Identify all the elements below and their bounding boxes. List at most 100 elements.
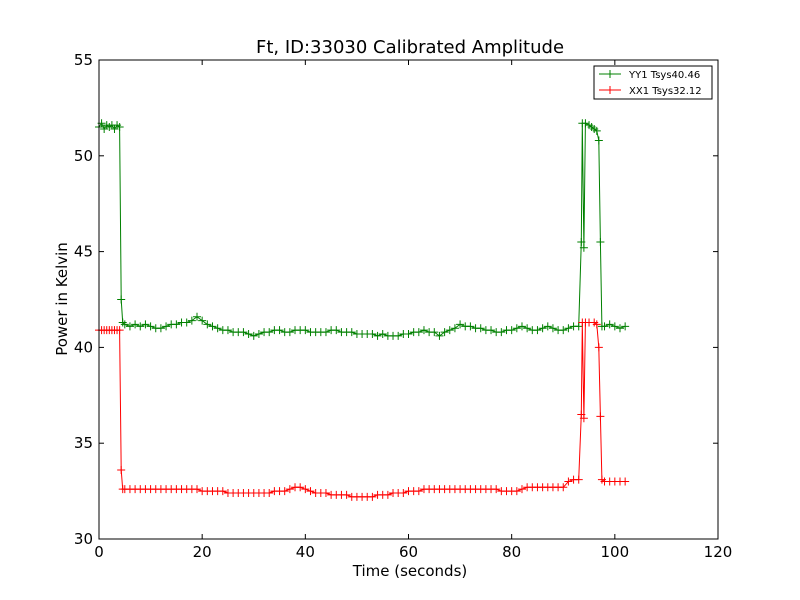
data-point [285, 485, 294, 494]
data-point [378, 329, 387, 338]
x-tick-label: 120 [704, 543, 733, 561]
data-point [280, 487, 289, 496]
y-tick-label: 50 [74, 147, 93, 165]
data-point [564, 324, 573, 333]
data-point [296, 483, 305, 492]
data-point [592, 126, 601, 135]
data-point [450, 324, 459, 333]
data-point [596, 238, 605, 247]
data-point [548, 324, 557, 333]
data-point [581, 119, 590, 128]
data-point [596, 412, 605, 421]
data-point [507, 326, 516, 335]
chart-title: Ft, ID:33030 Calibrated Amplitude [256, 37, 564, 58]
data-point [368, 492, 377, 501]
data-point [120, 320, 129, 329]
x-tick-label: 40 [296, 543, 315, 561]
data-point [430, 328, 439, 337]
y-tick-label: 45 [74, 243, 93, 261]
y-tick-label: 30 [74, 530, 93, 548]
series-1 [95, 318, 630, 501]
data-point [275, 326, 284, 335]
data-point [347, 328, 356, 337]
data-point [193, 485, 202, 494]
data-point [404, 329, 413, 338]
data-point [162, 322, 171, 331]
data-point [615, 324, 624, 333]
x-tick-label: 20 [193, 543, 212, 561]
data-point [399, 489, 408, 498]
plot-content [95, 119, 630, 501]
data-point [203, 320, 212, 329]
legend-swatch-marker [606, 86, 614, 94]
data-point [600, 322, 609, 331]
data-point [394, 331, 403, 340]
y-tick-label: 40 [74, 338, 93, 356]
data-point [577, 238, 586, 247]
data-point [332, 326, 341, 335]
y-axis-label: Power in Kelvin [53, 242, 71, 356]
data-point [414, 487, 423, 496]
data-point [117, 295, 126, 304]
data-point [523, 324, 532, 333]
data-point [146, 322, 155, 331]
data-point [136, 322, 145, 331]
data-point [265, 489, 274, 498]
data-point [373, 331, 382, 340]
data-point [492, 485, 501, 494]
data-point [383, 490, 392, 499]
data-point [533, 326, 542, 335]
data-point [419, 326, 428, 335]
data-point [512, 324, 521, 333]
data-point [115, 123, 124, 132]
data-point [368, 329, 377, 338]
data-point [306, 487, 315, 496]
data-point [574, 475, 583, 484]
data-point [285, 328, 294, 337]
data-point [564, 477, 573, 486]
data-point [198, 316, 207, 325]
data-point [239, 328, 248, 337]
data-point [487, 326, 496, 335]
data-point [223, 326, 232, 335]
data-point [265, 328, 274, 337]
data-point [543, 322, 552, 331]
x-tick-label: 100 [601, 543, 630, 561]
x-axis-label: Time (seconds) [352, 562, 468, 580]
legend-box [593, 65, 713, 100]
data-point [605, 320, 614, 329]
data-point [512, 487, 521, 496]
data-point [456, 320, 465, 329]
data-point [592, 320, 601, 329]
data-point [208, 322, 217, 331]
data-point [193, 312, 202, 321]
data-point [156, 324, 165, 333]
data-point [141, 320, 150, 329]
data-point [621, 322, 630, 331]
x-tick-label: 80 [502, 543, 521, 561]
data-point [517, 322, 526, 331]
data-point [187, 316, 196, 325]
data-point [579, 414, 588, 423]
data-point [579, 243, 588, 252]
x-tick-label: 0 [94, 543, 104, 561]
series-0 [95, 119, 630, 340]
data-point [118, 318, 127, 327]
data-point [117, 466, 126, 475]
data-point [538, 324, 547, 333]
data-point [594, 343, 603, 352]
data-point [440, 328, 449, 337]
y-axis: 30 35 40 45 50 55 [74, 51, 718, 548]
legend: YY1 Tsys40.46 XX1 Tsys32.12 [593, 65, 713, 100]
legend-swatch-marker [606, 70, 614, 78]
data-point [125, 322, 134, 331]
data-point [254, 329, 263, 338]
data-point [244, 329, 253, 338]
x-tick-label: 60 [399, 543, 418, 561]
data-point [301, 326, 310, 335]
data-point [342, 490, 351, 499]
data-point [559, 483, 568, 492]
data-point [594, 136, 603, 145]
